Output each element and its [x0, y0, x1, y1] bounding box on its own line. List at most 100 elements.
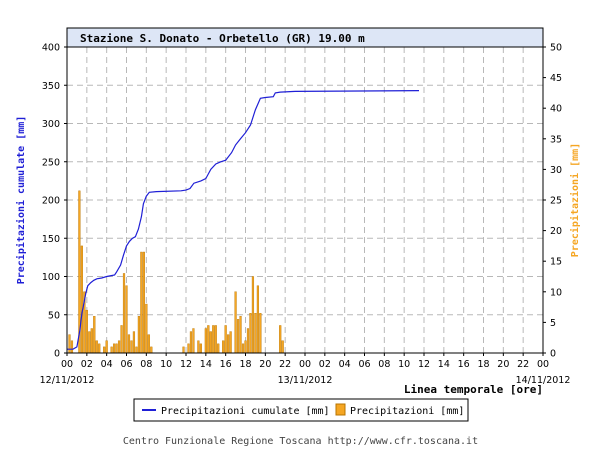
x-tick-label: 06	[120, 359, 132, 370]
precip-bar	[189, 331, 193, 354]
y-right-tick-label: 25	[550, 196, 562, 207]
y-left-tick-label: 0	[54, 349, 60, 360]
precip-bar	[142, 251, 145, 354]
precip-bar	[132, 331, 136, 354]
precip-bar	[95, 340, 98, 354]
x-tick-label: 22	[517, 359, 529, 370]
precip-bar	[103, 346, 106, 354]
precip-bar	[199, 343, 202, 354]
precip-bar	[209, 331, 212, 354]
x-tick-label: 00	[537, 359, 549, 370]
precip-bar	[249, 313, 252, 354]
y-left-tick-label: 150	[42, 234, 60, 245]
x-tick-label: 14	[200, 359, 212, 370]
x-tick-label: 16	[458, 359, 470, 370]
precip-bar	[236, 319, 240, 354]
precip-bar	[145, 303, 148, 354]
precip-bar	[222, 340, 225, 354]
precip-bar	[254, 313, 257, 354]
x-tick-label: 18	[239, 359, 251, 370]
y-left-tick-label: 50	[48, 310, 60, 321]
precip-bar	[246, 328, 250, 354]
precip-bar	[192, 328, 195, 354]
y-right-tick-label: 50	[550, 43, 562, 54]
x-tick-label: 20	[497, 359, 509, 370]
x-tick-label: 08	[140, 359, 152, 370]
y-left-tick-label: 100	[42, 272, 60, 283]
x-tick-label: 02	[319, 359, 331, 370]
precip-bar	[98, 343, 101, 354]
date-label: 12/11/2012	[40, 375, 95, 386]
footer-credit: Centro Funzionale Regione Toscana http:/…	[122, 436, 479, 447]
x-tick-label: 10	[398, 359, 410, 370]
chart-title: Stazione S. Donato - Orbetello (GR) 19.0…	[80, 32, 365, 45]
legend-entry-cumulative: Precipitazioni cumulate [mm]	[161, 406, 330, 417]
precip-bar	[105, 340, 108, 354]
x-ticks: 00 02 04 06 08 10 12 14 16 18 20 22 00 02 04 06 08 10 12 14…	[61, 353, 549, 370]
y-left-tick-label: 200	[42, 196, 60, 207]
precip-bar	[122, 273, 126, 354]
precip-bar	[135, 346, 138, 354]
x-tick-label: 10	[160, 359, 172, 370]
cumulative-line	[67, 90, 420, 350]
y-left-tick-label: 300	[42, 119, 60, 130]
date-label: 14/11/2012	[516, 375, 571, 386]
precip-bar	[140, 251, 143, 354]
x-tick-label: 16	[220, 359, 232, 370]
precip-bar	[117, 340, 121, 354]
precip-bar	[85, 309, 88, 354]
x-axis-label: Linea temporale [ore]	[404, 383, 543, 396]
grid	[67, 47, 543, 353]
date-label: 13/11/2012	[278, 375, 333, 386]
precip-bar	[88, 331, 91, 354]
x-tick-label: 20	[259, 359, 271, 370]
precip-bar	[197, 340, 200, 354]
precip-bar	[137, 316, 140, 354]
y-left-ticks: 0 50 100 150 200 250 300 350 400	[42, 43, 67, 360]
precip-bar	[182, 346, 185, 354]
precip-bar	[113, 343, 116, 354]
precip-bar	[120, 325, 123, 354]
precip-bar	[259, 313, 262, 354]
x-tick-label: 06	[358, 359, 370, 370]
y-left-tick-label: 250	[42, 157, 60, 168]
precip-bar	[110, 346, 113, 354]
precip-bar	[115, 343, 118, 354]
precip-bar	[80, 245, 83, 354]
x-tick-label: 00	[299, 359, 311, 370]
y-right-tick-label: 10	[550, 287, 562, 298]
y-right-axis-label: Precipitazioni [mm]	[569, 143, 581, 257]
x-tick-label: 04	[339, 359, 351, 370]
precip-bar	[227, 334, 230, 354]
y-right-ticks: 0 5 10 15 20 25 30 35 40 45 50	[543, 43, 562, 360]
precip-bar	[244, 340, 247, 354]
precip-bar	[256, 285, 259, 354]
precip-bar	[90, 328, 93, 354]
y-right-tick-label: 5	[550, 318, 556, 329]
x-tick-label: 14	[438, 359, 450, 370]
precip-bar	[147, 334, 150, 354]
y-right-tick-label: 15	[550, 257, 562, 268]
precip-bar	[214, 325, 217, 354]
precip-bar	[150, 346, 153, 354]
y-right-tick-label: 45	[550, 73, 562, 84]
y-right-tick-label: 35	[550, 134, 562, 145]
precip-bar	[125, 285, 128, 354]
precip-bar	[279, 325, 282, 354]
title-box	[66, 27, 544, 48]
precip-bar	[207, 325, 210, 354]
x-tick-label: 22	[279, 359, 291, 370]
y-right-tick-label: 20	[550, 226, 562, 237]
x-tick-label: 00	[61, 359, 73, 370]
precip-bar	[224, 325, 227, 354]
x-tick-label: 12	[180, 359, 192, 370]
legend-entry-precip: Precipitazioni [mm]	[350, 406, 464, 417]
y-right-tick-label: 0	[550, 349, 556, 360]
precip-bar	[217, 343, 220, 354]
x-tick-label: 04	[101, 359, 113, 370]
precip-bar	[251, 276, 255, 354]
precip-bar	[130, 340, 133, 354]
legend-box	[133, 398, 469, 422]
x-tick-label: 18	[477, 359, 489, 370]
precip-bar	[229, 331, 232, 354]
